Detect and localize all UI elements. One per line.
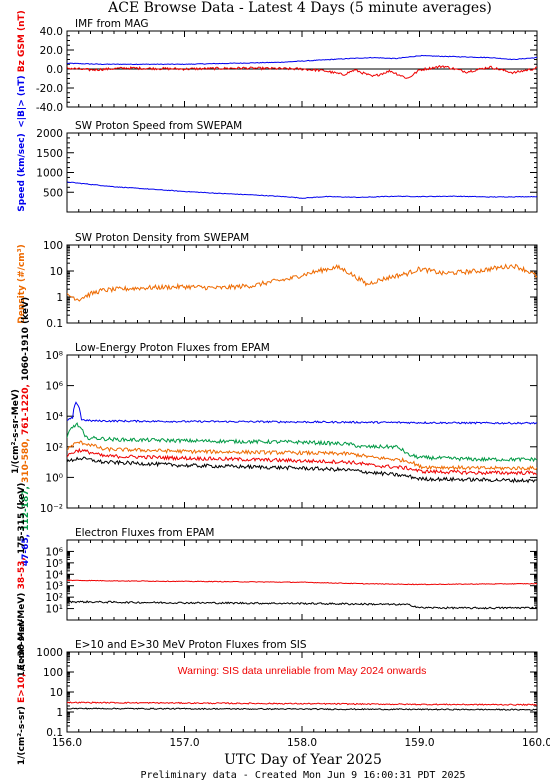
y-axis-label-part: 112-187, — [21, 486, 31, 534]
y-tick-label: 10⁵ — [45, 558, 63, 570]
series-line-4-1 — [67, 600, 537, 610]
panel-6: 0.1 1 10 100 1000 E>10 and E>30 MeV Proton Fl… — [17, 619, 550, 765]
y-axis-label-part: <|B|> (nT) — [17, 75, 27, 127]
y-tick-label: 2000 — [36, 128, 63, 140]
x-tick-label: 158.0 — [287, 737, 317, 749]
y-tick-label: 40.0 — [40, 26, 63, 38]
y-axis-label-part: Bz GSM (nT) — [17, 10, 27, 75]
y-axis-label-part: E>30 MeV — [17, 619, 27, 674]
y-tick-label: 1 — [56, 292, 63, 304]
footer-note: Preliminary data - Created Mon Jun 9 16:… — [140, 770, 465, 780]
y-axis-label-part: E>10, — [17, 673, 27, 706]
y-axis-label: 1/(cm²-s-sr) E>10, E>30 MeV — [17, 619, 27, 765]
y-axis-label-part: 1060-1910 (keV) — [21, 297, 31, 384]
plot-frame — [66, 651, 538, 733]
series-line-5-0 — [67, 701, 537, 706]
x-tick-label: 156.0 — [52, 737, 82, 749]
y-axis-label-part: 761-1220, — [21, 384, 31, 438]
y-axis-label: 1/(cm²-s-sr-MeV) 38-53, 175-315 (keV) — [17, 483, 27, 678]
y-axis-label-part: 1/(cm²-s-sr-MeV) — [17, 593, 27, 678]
y-tick-label: 0.0 — [46, 64, 63, 76]
y-tick-label: 10⁴ — [45, 569, 63, 581]
y-axis-label-part: 1/(cm²-s-sr-MeV) — [11, 389, 21, 474]
y-axis-label: <|B|> (nT) Bz GSM (nT) — [17, 10, 27, 128]
y-tick-label: 10¹ — [45, 604, 63, 616]
panel-4: 10⁻² 10⁰ 10² 10⁴ 10⁶ 10⁸ Low-Energy Proton Flu… — [11, 297, 538, 566]
plot-frame — [66, 354, 538, 509]
panel-title: SW Proton Density from SWEPAM — [75, 232, 249, 244]
warning-annotation: Warning: SIS data unreliable from May 20… — [178, 665, 427, 677]
series-line-0-0 — [67, 54, 537, 66]
panel-title: SW Proton Speed from SWEPAM — [75, 120, 242, 132]
x-tick-label: 159.0 — [404, 737, 434, 749]
y-axis-label: Density (#/cm³) — [17, 244, 27, 323]
panel-title: Electron Fluxes from EPAM — [75, 527, 214, 539]
y-tick-label: 10⁴ — [45, 411, 63, 423]
series-line-3-2 — [67, 440, 537, 472]
y-tick-label: -40.0 — [36, 102, 63, 114]
series-line-2-0 — [67, 263, 537, 302]
y-tick-label: 20.0 — [40, 45, 63, 57]
y-tick-label: 1500 — [36, 148, 63, 160]
x-axis-label: UTC Day of Year 2025 — [224, 752, 382, 768]
y-tick-label: 500 — [43, 187, 63, 199]
y-tick-label: 100 — [43, 667, 63, 679]
y-tick-label: 0.1 — [46, 318, 63, 330]
y-axis-label-part: Density (#/cm³) — [17, 244, 27, 323]
y-tick-label: 1 — [56, 707, 63, 719]
figure-title: ACE Browse Data - Latest 4 Days (5 minut… — [107, 0, 492, 16]
y-axis-label-part: 38-53, — [17, 557, 27, 592]
y-axis-label: Speed (km/sec) — [17, 133, 27, 211]
y-tick-label: 1000 — [36, 647, 63, 659]
y-tick-label: 1000 — [36, 168, 63, 180]
x-tick-label: 160.0 — [522, 737, 550, 749]
y-tick-label: 10 — [50, 687, 63, 699]
y-tick-label: 10⁰ — [45, 472, 63, 484]
y-tick-label: 10³ — [45, 581, 63, 593]
y-tick-label: 10⁻² — [40, 503, 63, 515]
series-line-3-4 — [67, 456, 537, 484]
y-axis-label-part: 1/(cm²-s-sr) — [17, 706, 27, 765]
series-line-3-3 — [67, 447, 537, 476]
series-line-3-1 — [67, 422, 537, 463]
panel-3: 0.1 1 10 100 SW Proton Density from SWEPAM De… — [17, 232, 538, 330]
y-tick-label: 10⁸ — [45, 350, 63, 362]
y-tick-label: 10 — [50, 266, 63, 278]
panel-1: -40.0 -20.0 0.0 20.0 40.0 IMF from MAG <|B|> (… — [17, 10, 538, 128]
series-line-1-0 — [67, 181, 537, 199]
panel-2: 500 1000 1500 2000 SW Proton Speed from SWEP… — [17, 120, 538, 213]
plot-frame — [66, 244, 538, 324]
y-tick-label: 0.1 — [46, 727, 63, 739]
y-axis-label-part: Speed (km/sec) — [17, 133, 27, 211]
y-axis-label: 1/(cm²-s-sr-MeV) 47-65, 112-187, 310-580,… — [11, 297, 31, 566]
y-tick-label: 10² — [45, 592, 63, 604]
series-line-4-0 — [67, 579, 537, 586]
y-tick-label: 10⁶ — [45, 546, 63, 558]
panel-title: IMF from MAG — [75, 18, 149, 30]
y-axis-label-part: 47-65, — [21, 534, 31, 566]
x-tick-label: 157.0 — [169, 737, 199, 749]
y-tick-label: 100 — [43, 240, 63, 252]
y-tick-label: 10² — [45, 442, 63, 454]
y-tick-label: -20.0 — [36, 83, 63, 95]
series-line-5-1 — [67, 707, 537, 711]
panel-title: Low-Energy Proton Fluxes from EPAM — [75, 342, 270, 354]
y-tick-label: 10⁶ — [45, 381, 63, 393]
y-axis-label-part: 310-580, — [21, 438, 31, 486]
panel-title: E>10 and E>30 MeV Proton Fluxes from SIS — [75, 639, 307, 651]
series-line-0-1 — [67, 65, 537, 79]
plot-frame — [66, 132, 538, 213]
series-line-3-0 — [67, 401, 537, 425]
y-axis-label-part: 175-315 (keV) — [17, 483, 27, 558]
